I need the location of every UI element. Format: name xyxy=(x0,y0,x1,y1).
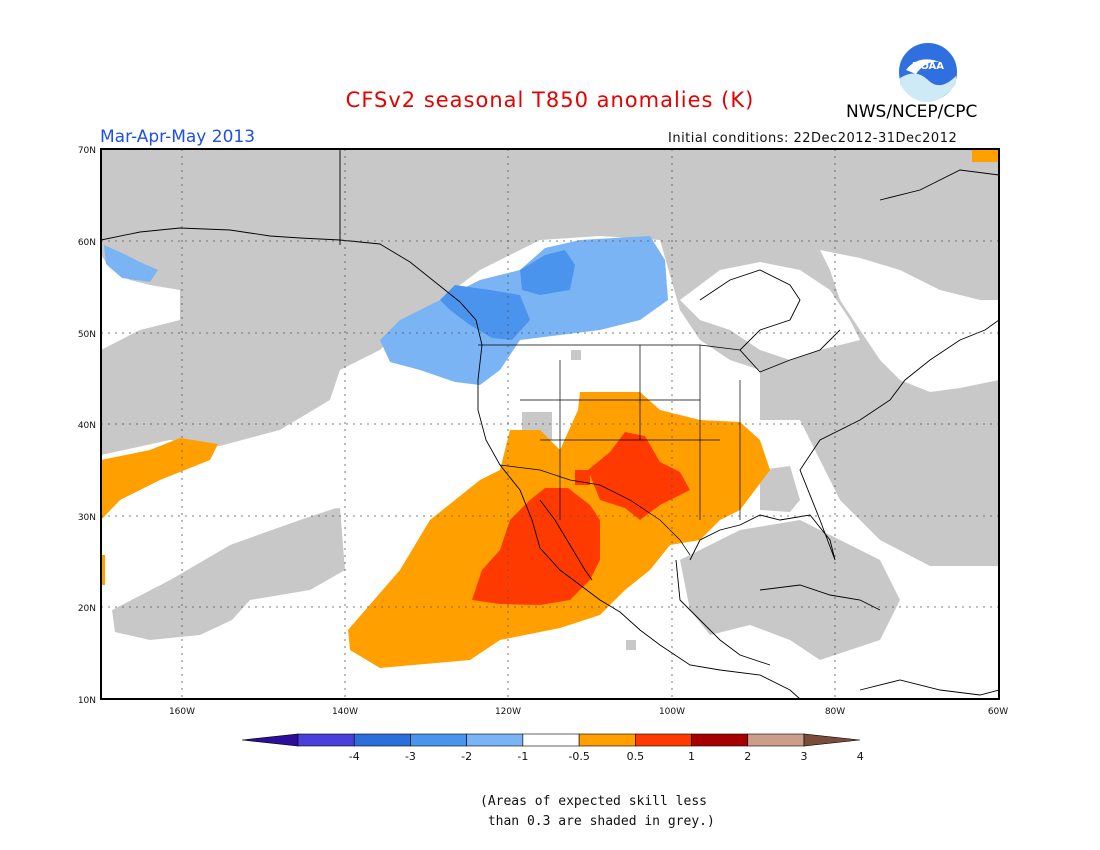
legend-tick-label: 1 xyxy=(688,750,695,763)
lon-label: 80W xyxy=(825,707,845,717)
legend-color-box xyxy=(466,733,524,747)
graticule xyxy=(101,149,999,699)
noaa-logo-icon: NOAA xyxy=(897,41,959,103)
map-frame xyxy=(100,148,1000,700)
legend-color-box xyxy=(578,733,636,747)
lat-label: 10N xyxy=(78,696,96,706)
lon-label: 140W xyxy=(332,707,358,717)
country-borders xyxy=(478,344,741,556)
legend-tick-label: -4 xyxy=(349,750,360,763)
legend-tick-label: -1 xyxy=(517,750,528,763)
color-scale-legend: -4 -3 -2 -1 -0.5 0.5 1 2 3 4 xyxy=(241,733,864,763)
map-title: CFSv2 seasonal T850 anomalies (K) xyxy=(345,88,755,112)
agency-label: NWS/NCEP/CPC xyxy=(846,102,978,122)
lon-label: 60W xyxy=(988,707,1008,717)
lat-label: 60N xyxy=(78,238,96,248)
legend-color-box xyxy=(747,733,805,747)
lat-label: 20N xyxy=(78,604,96,614)
lat-label: 40N xyxy=(78,421,96,431)
legend-color-box xyxy=(410,733,467,747)
coastlines xyxy=(101,150,999,699)
legend-tick-label: 0.5 xyxy=(627,750,645,763)
legend-tick-label: -3 xyxy=(405,750,416,763)
legend-color-box xyxy=(297,733,355,747)
lat-label: 70N xyxy=(78,146,96,156)
longitude-labels: 160W 140W 120W 100W 80W 60W xyxy=(169,707,1008,717)
legend-color-box xyxy=(635,733,692,747)
lat-label: 30N xyxy=(78,513,96,523)
svg-text:NOAA: NOAA xyxy=(912,61,944,72)
legend-color-box xyxy=(691,733,749,747)
initial-conditions-label: Initial conditions: 22Dec2012-31Dec2012 xyxy=(668,131,958,146)
lon-label: 160W xyxy=(169,707,195,717)
legend-tick-label: 3 xyxy=(801,750,808,763)
lat-label: 50N xyxy=(78,330,96,340)
skill-note: (Areas of expected skill less than 0.3 a… xyxy=(480,794,715,829)
legend-arrow-high xyxy=(803,733,861,747)
lon-label: 100W xyxy=(659,707,685,717)
legend-tick-label: -0.5 xyxy=(568,750,589,763)
season-label: Mar-Apr-May 2013 xyxy=(100,127,256,147)
neutral-band xyxy=(101,350,480,615)
legend-tick-label: 2 xyxy=(744,750,751,763)
legend-color-box xyxy=(522,733,580,747)
low-skill-grey-region xyxy=(101,149,999,660)
legend-color-box xyxy=(353,733,411,747)
lon-label: 120W xyxy=(495,707,521,717)
legend-arrow-low xyxy=(241,733,299,747)
legend-tick-label: 4 xyxy=(857,750,864,763)
latitude-labels: 70N 60N 50N 40N 30N 20N 10N xyxy=(78,146,96,706)
cool-anomaly-blue xyxy=(440,250,575,340)
legend-tick-label: -2 xyxy=(461,750,472,763)
